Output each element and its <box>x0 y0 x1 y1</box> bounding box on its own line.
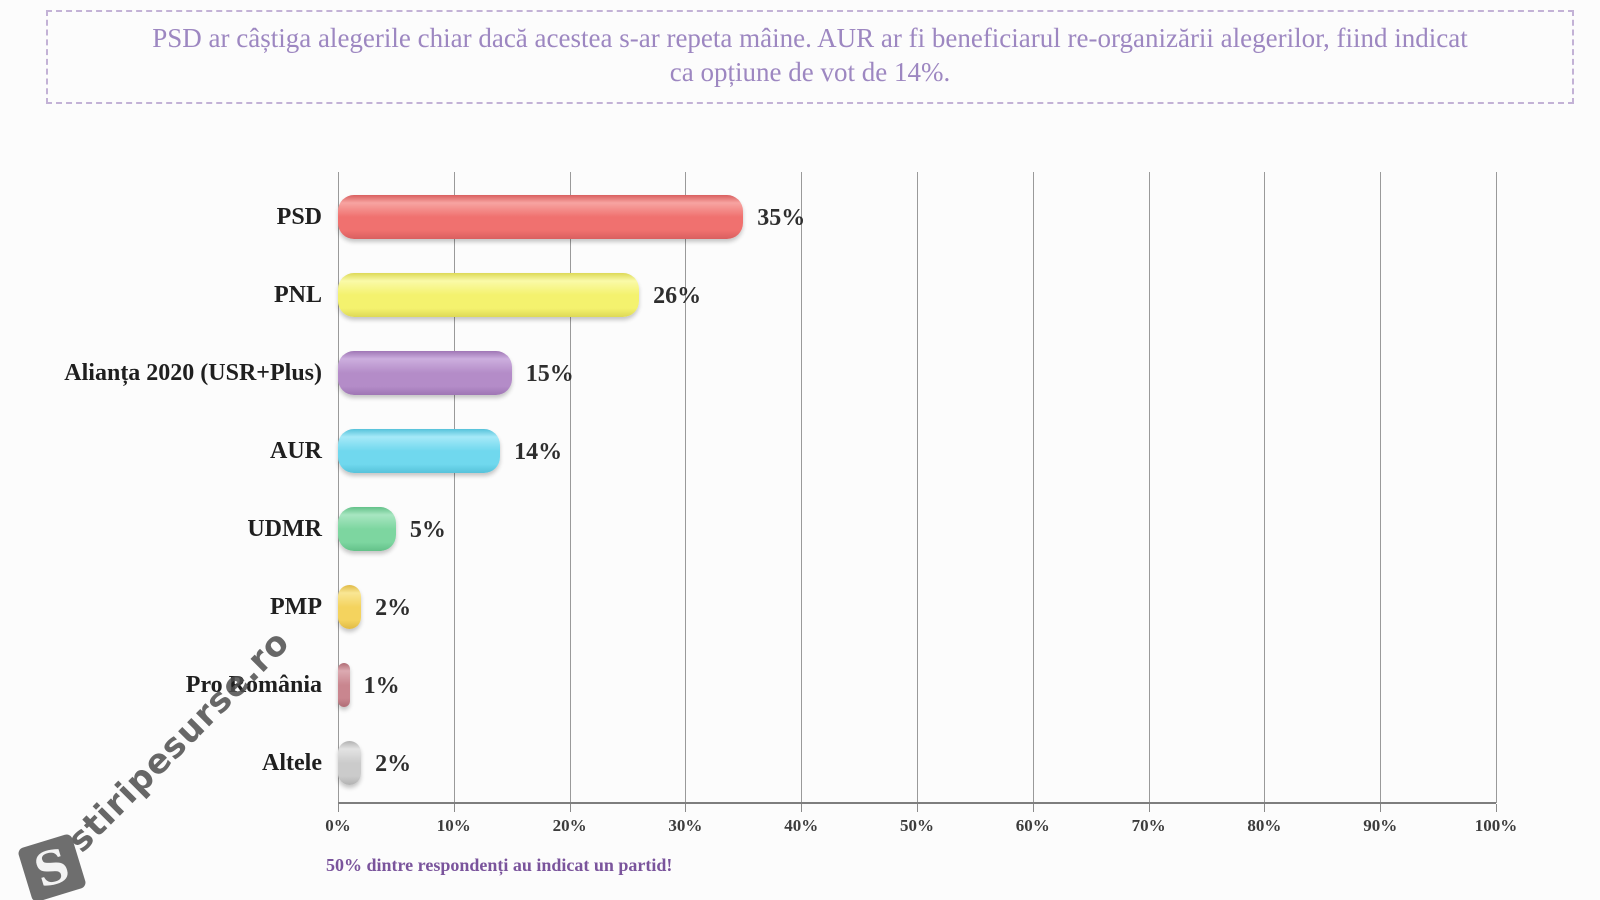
tick-mark-30 <box>685 804 687 812</box>
bar <box>338 585 362 629</box>
headline-box: PSD ar câștiga alegerile chiar dacă aces… <box>46 10 1574 104</box>
bar-row-psd: PSD 35% <box>0 195 1600 239</box>
bar <box>338 195 744 239</box>
headline-line-2: ca opțiune de vot de 14%. <box>669 56 951 87</box>
gridline-40 <box>801 172 803 803</box>
bar <box>338 663 350 707</box>
tick-mark-50 <box>917 804 918 812</box>
bar <box>338 429 501 473</box>
bar <box>338 273 640 317</box>
x-tick-label: 10% <box>436 816 471 835</box>
bar-value-label: 14% <box>514 439 563 465</box>
bar-value-label: 5% <box>409 517 446 543</box>
bar-row-pnl: PNL 26% <box>0 273 1600 317</box>
tick-mark-100 <box>1496 804 1497 812</box>
bar-row-aur: AUR 14% <box>0 429 1600 473</box>
bar-row-alian-a-2020-usr-plus-: Alianța 2020 (USR+Plus) 15% <box>0 351 1600 395</box>
tick-mark-80 <box>1264 804 1266 812</box>
x-tick-label: 60% <box>1015 816 1050 835</box>
x-tick-label: 20% <box>552 816 587 835</box>
tick-mark-60 <box>1032 804 1034 812</box>
category-label: Alianța 2020 (USR+Plus) <box>64 360 322 386</box>
gridline-0 <box>338 172 339 803</box>
gridline-50 <box>917 172 918 803</box>
headline-line-1: PSD ar câștiga alegerile chiar dacă aces… <box>152 23 1468 53</box>
x-axis-line <box>338 802 1496 804</box>
tick-mark-70 <box>1148 804 1150 812</box>
tick-mark-20 <box>569 804 571 812</box>
bar-value-label: 2% <box>375 751 412 777</box>
category-label: Altele <box>262 750 322 776</box>
category-label: Pro România <box>185 672 322 698</box>
x-tick-label: 70% <box>1131 816 1166 835</box>
x-tick-label: 90% <box>1363 816 1398 835</box>
poll-bar-chart: 0% 10% 20% 30% 40% 50% 60% 70% 80% 90% 100% PSD 35%… <box>0 172 1600 872</box>
bar-row-altele: Altele 2% <box>0 741 1600 785</box>
gridline-70 <box>1148 172 1150 803</box>
gridline-10 <box>453 172 455 803</box>
x-tick-label: 80% <box>1247 816 1282 835</box>
gridline-60 <box>1032 172 1034 803</box>
tick-mark-40 <box>801 804 803 812</box>
tick-mark-90 <box>1380 804 1382 812</box>
bar <box>338 507 396 551</box>
bar <box>338 351 512 395</box>
bar-value-label: 35% <box>757 205 806 231</box>
bar-row-udmr: UDMR 5% <box>0 507 1600 551</box>
category-label: PMP <box>270 594 322 620</box>
bar-row-pro-rom-nia: Pro România 1% <box>0 663 1600 707</box>
gridline-100 <box>1496 172 1497 803</box>
tick-mark-0 <box>338 804 339 812</box>
plot-area: 0% 10% 20% 30% 40% 50% 60% 70% 80% 90% 100% <box>325 172 1517 835</box>
category-label: AUR <box>270 438 322 464</box>
gridline-20 <box>569 172 571 803</box>
tick-mark-10 <box>453 804 455 812</box>
bar-row-pmp: PMP 2% <box>0 585 1600 629</box>
bar-value-label: 2% <box>375 595 412 621</box>
x-tick-label: 0% <box>325 816 351 835</box>
bar-value-label: 26% <box>653 283 702 309</box>
gridline-80 <box>1264 172 1266 803</box>
footnote: 50% dintre respondenți au indicat un par… <box>326 855 673 875</box>
x-tick-label: 50% <box>900 816 934 835</box>
bar-value-label: 1% <box>363 673 400 699</box>
x-tick-label: 40% <box>784 816 819 835</box>
category-label: PNL <box>274 282 322 308</box>
x-tick-label: 30% <box>668 816 703 835</box>
bar-value-label: 15% <box>525 361 574 387</box>
category-label: UDMR <box>247 516 322 542</box>
gridline-30 <box>685 172 687 803</box>
bar <box>338 741 362 785</box>
x-tick-label: 100% <box>1474 816 1518 835</box>
category-label: PSD <box>276 204 322 230</box>
gridline-90 <box>1380 172 1382 803</box>
